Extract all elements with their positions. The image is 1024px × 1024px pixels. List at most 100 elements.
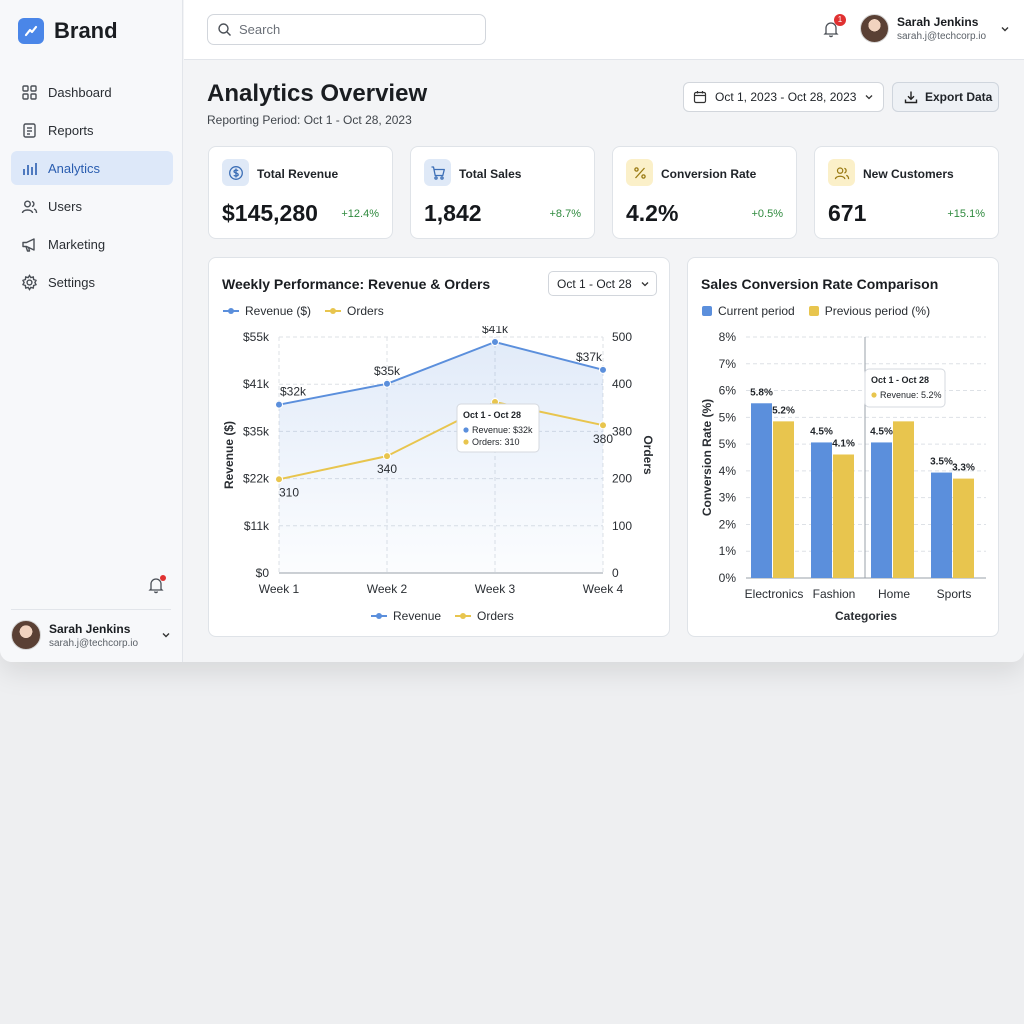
tooltip-box [864,368,946,408]
brand[interactable]: Brand [18,18,118,44]
brand-name: Brand [54,18,118,43]
revenue-point [491,337,499,346]
y2-axis-title: Orders [641,435,655,475]
sidebar-item-users[interactable]: Users [11,189,173,223]
y-tick-label: $35k [243,424,270,438]
chevron-down-icon [641,281,649,286]
chart-range-select[interactable]: Oct 1 - Oct 28 [548,271,657,296]
users-icon [21,200,38,213]
legend-swatch [808,306,819,316]
tooltip-line: Revenue: 5.2% [880,390,942,400]
y-tick-label: 5% [719,437,737,451]
x-tick-label: Fashion [813,587,856,601]
sidebar-item-label: Settings [48,274,95,290]
chevron-down-icon [162,633,170,638]
kpi-value: 4.2% [626,200,679,226]
y-tick-label: 2% [719,517,737,531]
bar-current [811,442,832,578]
weekly-performance-card: Weekly Performance: Revenue & Orders Oct… [208,257,670,637]
legend-item-current[interactable]: Current period [702,304,795,318]
x-tick-label: Week 2 [367,582,408,596]
chevron-down-icon [865,95,873,100]
percent-icon [626,159,653,186]
bar-data-label: 3.5% [930,457,953,468]
legend-item-orders[interactable]: Orders [455,609,514,623]
megaphone-icon [22,237,35,252]
kpi-label: Conversion Rate [661,167,757,181]
chart-legend: Current period Previous period (%) [702,304,930,318]
legend-label: Revenue ($) [245,304,312,318]
revenue-area [279,342,603,573]
y-tick-label: 5% [719,410,737,424]
revenue-point [383,379,391,388]
legend-line-marker [223,308,239,314]
y-tick-label: $0 [256,566,270,580]
bell-icon [823,22,839,38]
x-tick-label: Home [878,587,910,601]
orders-data-label: 380 [593,432,613,446]
y2-tick-label: 500 [612,330,632,344]
user-name: Sarah Jenkins [897,15,979,29]
sidebar-user-menu[interactable]: Sarah Jenkins sarah.j@techcorp.io [11,609,171,650]
bar-previous [893,421,914,578]
legend-item-previous[interactable]: Previous period (%) [808,304,930,318]
tooltip-title: Oct 1 - Oct 28 [871,375,929,385]
bar-data-label: 5.8% [750,387,773,398]
x-tick-label: Week 4 [583,582,624,596]
sidebar: Brand Dashboard Reports Analytics Users … [0,0,183,662]
bar-current [751,403,772,578]
y-tick-label: $11k [244,519,270,533]
y2-tick-label: 200 [612,472,632,486]
page-subtitle: Reporting Period: Oct 1 - Oct 28, 2023 [207,113,412,127]
chart-legend-bottom: Revenue Orders [371,609,514,623]
y2-tick-label: 400 [612,377,632,391]
page-title: Analytics Overview [207,80,428,107]
y2-tick-label: 100 [612,519,632,533]
legend-item-orders[interactable]: Orders [325,304,384,318]
tooltip-box [456,403,540,453]
app-window: Brand Dashboard Reports Analytics Users … [0,0,1024,662]
y-tick-label: $22k [243,472,270,486]
kpi-delta: +0.5% [751,208,784,220]
sidebar-item-label: Reports [48,122,94,138]
x-tick-label: Sports [937,587,972,601]
export-data-button[interactable]: Export Data [892,82,999,112]
notification-dot [160,575,166,581]
kpi-delta: +12.4% [341,208,379,220]
y2-tick-label: 380 [612,424,632,438]
sidebar-item-analytics[interactable]: Analytics [11,151,173,185]
sidebar-item-label: Marketing [48,236,106,252]
users-icon [828,159,855,186]
sidebar-item-label: Dashboard [48,84,112,100]
revenue-data-label: $32k [280,385,307,399]
x-tick-label: Week 1 [259,582,300,596]
notification-button[interactable] [822,20,840,43]
kpi-card-new-customers: New Customers 671 +15.1% [814,146,999,239]
x-tick-label: Electronics [745,587,804,601]
brand-logo-icon [18,18,44,44]
bar-previous [833,454,854,578]
bar-current [871,442,892,578]
sidebar-item-label: Analytics [48,160,101,176]
sidebar-item-dashboard[interactable]: Dashboard [11,75,173,109]
sidebar-item-settings[interactable]: Settings [11,265,173,299]
kpi-label: Total Sales [459,167,522,181]
kpi-value: $145,280 [222,200,318,226]
tooltip-marker [871,392,877,398]
user-menu[interactable]: Sarah Jenkins sarah.j@techcorp.io [860,14,1010,43]
date-range-picker[interactable]: Oct 1, 2023 - Oct 28, 2023 [683,82,884,112]
search-input[interactable] [239,22,469,37]
revenue-data-label: $35k [374,364,401,378]
sidebar-item-marketing[interactable]: Marketing [11,227,173,261]
legend-item-revenue[interactable]: Revenue ($) [223,304,311,318]
legend-item-revenue[interactable]: Revenue [371,609,441,623]
bar-chart: 0% 1% 2% 3% 4% 5% 5% 6% 7% 8% Conversion Rate (%) C… [700,330,986,623]
legend-line-marker [455,613,472,619]
search-box[interactable] [207,14,486,45]
download-icon [904,91,918,104]
search-icon [218,23,231,36]
bar-data-label: 4.5% [810,426,833,437]
sidebar-item-reports[interactable]: Reports [11,113,173,147]
sidebar-notification-button[interactable] [147,575,166,599]
line-chart: $0 0 $11k 100 $22k 200 $35k 380 $41k 400 $55k 500 We… [222,326,655,596]
